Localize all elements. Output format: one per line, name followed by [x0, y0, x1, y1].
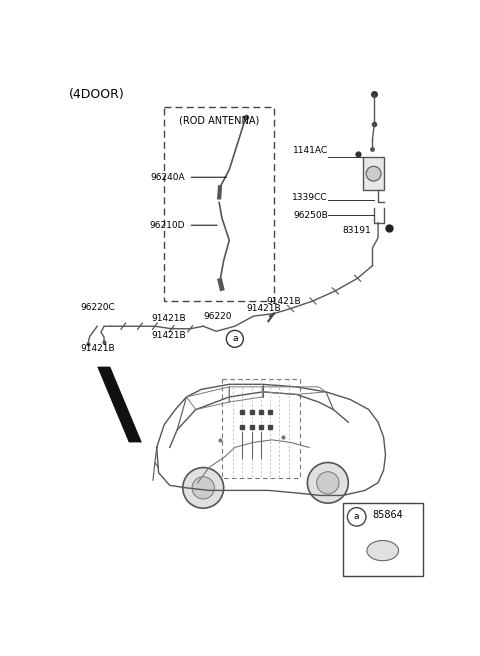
Circle shape: [183, 468, 224, 508]
Text: 91421B: 91421B: [246, 304, 281, 313]
Bar: [164, 106, 274, 301]
Circle shape: [366, 166, 381, 181]
Circle shape: [192, 477, 215, 499]
Text: 96240A: 96240A: [150, 173, 185, 182]
Text: 83191: 83191: [343, 226, 372, 235]
Text: a: a: [354, 512, 360, 522]
Text: 1141AC: 1141AC: [293, 146, 328, 155]
Circle shape: [226, 331, 243, 347]
Text: 96210D: 96210D: [149, 220, 185, 230]
Circle shape: [317, 472, 339, 494]
Text: 96220: 96220: [203, 312, 232, 321]
Bar: [363, 157, 384, 190]
Text: 85864: 85864: [372, 510, 403, 520]
Text: 91421B: 91421B: [81, 344, 115, 353]
Text: a: a: [232, 335, 238, 343]
Bar: [343, 503, 423, 576]
Text: 91421B: 91421B: [151, 314, 186, 323]
Text: 91421B: 91421B: [151, 331, 186, 340]
Text: 1339CC: 1339CC: [292, 193, 328, 202]
Bar: [222, 379, 300, 478]
Text: (4DOOR): (4DOOR): [69, 88, 125, 101]
Circle shape: [348, 508, 366, 526]
Circle shape: [307, 462, 348, 503]
Text: (ROD ANTENNA): (ROD ANTENNA): [179, 115, 259, 126]
Text: 96220C: 96220C: [81, 303, 115, 312]
Polygon shape: [97, 367, 142, 442]
Ellipse shape: [367, 541, 398, 561]
Text: 91421B: 91421B: [266, 297, 301, 306]
Text: 96250B: 96250B: [293, 211, 328, 220]
